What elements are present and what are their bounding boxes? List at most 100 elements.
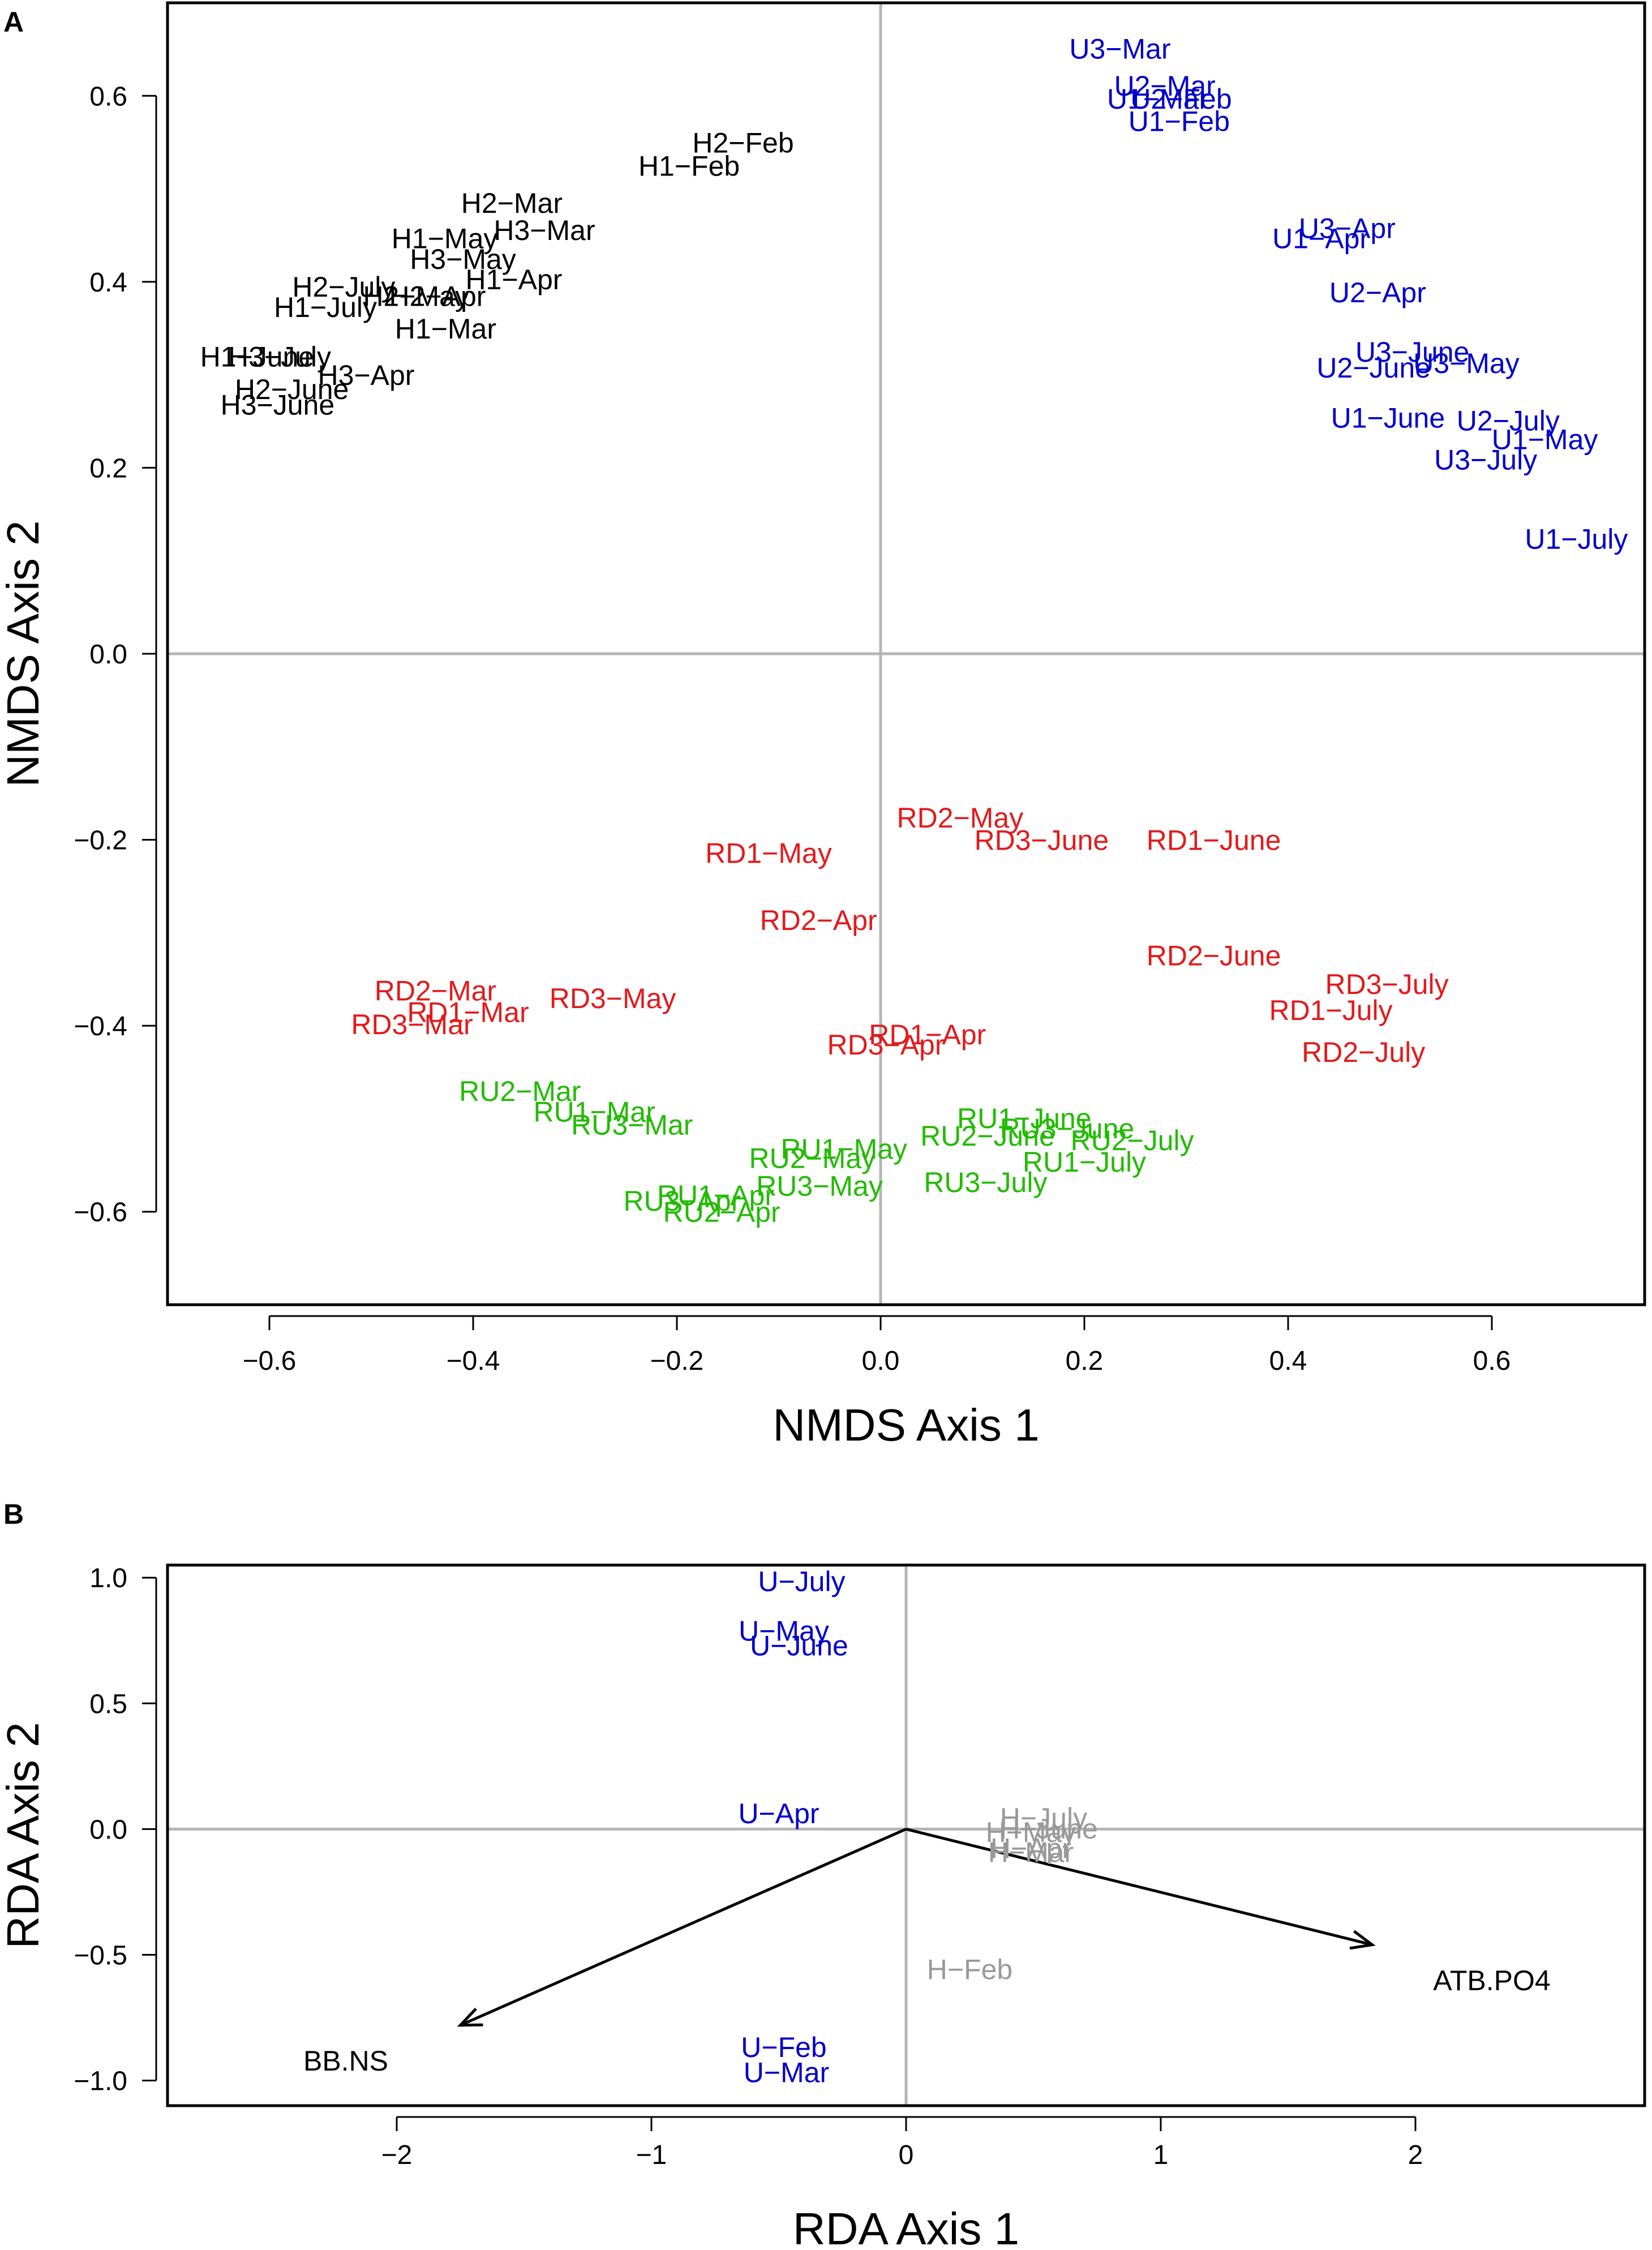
point-label: H−Mar [988,1836,1074,1868]
point-label: RU3−July [924,1167,1047,1198]
point-label: U2−Feb [1130,83,1232,115]
point-label: RU3−May [756,1171,883,1202]
x-tick-label: 1 [1153,2140,1169,2170]
point-label: RD2−Mar [375,975,496,1007]
point-label: H2−Apr [389,281,486,312]
point-label: RD3−Mar [351,1009,473,1040]
x-tick-label: −0.4 [447,1346,500,1376]
x-tick-label: −1 [636,2140,667,2170]
panel-a-letter: A [3,6,24,38]
x-tick-label: −0.6 [243,1346,297,1376]
point-label: RD2−Apr [760,905,877,936]
point-label: U2−July [1457,405,1560,437]
y-tick-label: 0.2 [89,453,127,483]
vector-arrow-bb-ns [460,1828,907,2027]
x-tick-label: 0 [899,2140,914,2170]
point-label: RU2−Mar [459,1075,581,1107]
point-label: RD1−Apr [869,1019,986,1051]
x-axis-title: NMDS Axis 1 [773,1400,1039,1450]
point-label: H2−June [235,374,349,405]
point-label: U−Apr [738,1798,819,1829]
x-tick-label: 0.6 [1473,1346,1511,1376]
point-label: H2−Feb [692,127,793,158]
point-label: U1−Mar [1107,83,1208,115]
panel-a-nmds-plot: −0.6 −0.4 −0.2 0.0 0.2 0.4 0.6 −0.6 −0.4 −0.2 0.0 0… [0,1,1646,1450]
y-tick-label: −0.5 [74,1940,127,1970]
vector-arrow-atb-po4 [906,1827,1373,1947]
x-tick-label: 0.2 [1066,1346,1104,1376]
point-label: RD2−July [1302,1036,1425,1068]
panel-b-rda-plot: −2 −1 0 1 2 −1.0 −0.5 0.0 0.5 1.0 RDA Axis 1 RDA Ax… [0,1563,1646,2250]
point-label: H1−Feb [638,151,740,182]
y-tick-label: −1.0 [74,2067,127,2097]
y-axis-title: NMDS Axis 2 [0,520,48,787]
point-label: RD1−July [1269,995,1393,1026]
point-label: H2−Mar [461,187,563,219]
y-tick-label: 1.0 [89,1563,127,1593]
vector-arrowhead [457,2008,483,2027]
point-label: H3−July [228,341,331,372]
point-label: U−Mar [744,2056,829,2088]
x-tick-label: 0.4 [1269,1346,1307,1376]
y-tick-label: 0.0 [89,640,127,670]
point-label: H3−Apr [318,359,415,391]
y-axis-title: RDA Axis 2 [0,1722,48,1948]
point-label: RU3−Mar [571,1109,693,1141]
point-label: RU1−Mar [534,1096,655,1128]
vector-arrowhead [1349,1930,1376,1950]
point-label: H3−June [221,389,335,421]
point-label: U1−July [1525,523,1628,555]
point-label: H−Feb [927,1953,1012,1985]
point-label: RU1−May [780,1133,907,1165]
y-tick-label: −0.4 [74,1012,127,1042]
plot-frame [166,1,1646,1306]
point-label: RU1−July [1023,1146,1146,1178]
point-label: U−Feb [741,2032,826,2063]
point-label: U3−Apr [1299,213,1396,245]
point-label: U−July [758,1566,845,1597]
vector-label: ATB.PO4 [1433,1965,1550,1996]
point-label: RD1−Mar [407,997,529,1028]
point-label: RD2−May [897,802,1024,834]
x-tick-label: −2 [381,2140,413,2170]
point-label: RD1−June [1147,825,1281,856]
point-label: H−May [986,1816,1076,1848]
point-label: RU2−July [1071,1125,1194,1156]
point-label: H−June [999,1813,1098,1845]
point-label: H3−May [410,243,516,275]
point-label: H−July [1000,1802,1087,1834]
point-label: U3−July [1434,444,1537,476]
point-label: RD1−May [705,838,832,869]
point-label: U−May [739,1615,829,1647]
point-label: H−Apr [990,1833,1071,1865]
point-label: RD3−May [550,983,676,1014]
y-tick-label: 0.6 [89,82,127,112]
point-label: H1−May [392,223,498,255]
point-label: RU2−June [920,1120,1055,1152]
x-axis-title: RDA Axis 1 [793,2204,1019,2250]
x-tick-label: 2 [1408,2140,1423,2170]
point-label: RU1−Apr [657,1180,774,1211]
point-label: U2−June [1316,352,1431,384]
point-label: RU2−Apr [663,1197,780,1228]
point-label: H2−July [292,271,395,303]
point-label: RD3−July [1325,968,1449,1000]
point-label: U1−Apr [1272,223,1369,255]
point-label: H2−May [363,281,469,312]
y-tick-label: 0.5 [89,1689,127,1719]
point-label: U−June [750,1630,848,1661]
point-label: H1−Apr [466,264,563,295]
point-label: U3−Mar [1069,33,1170,65]
point-label: RU3−June [1000,1113,1135,1145]
point-label: RU1−June [957,1103,1092,1134]
point-label: U1−June [1331,402,1445,434]
point-label: H3−Mar [494,215,595,246]
point-label: RD2−June [1147,940,1281,971]
point-label: U2−Mar [1114,70,1216,102]
